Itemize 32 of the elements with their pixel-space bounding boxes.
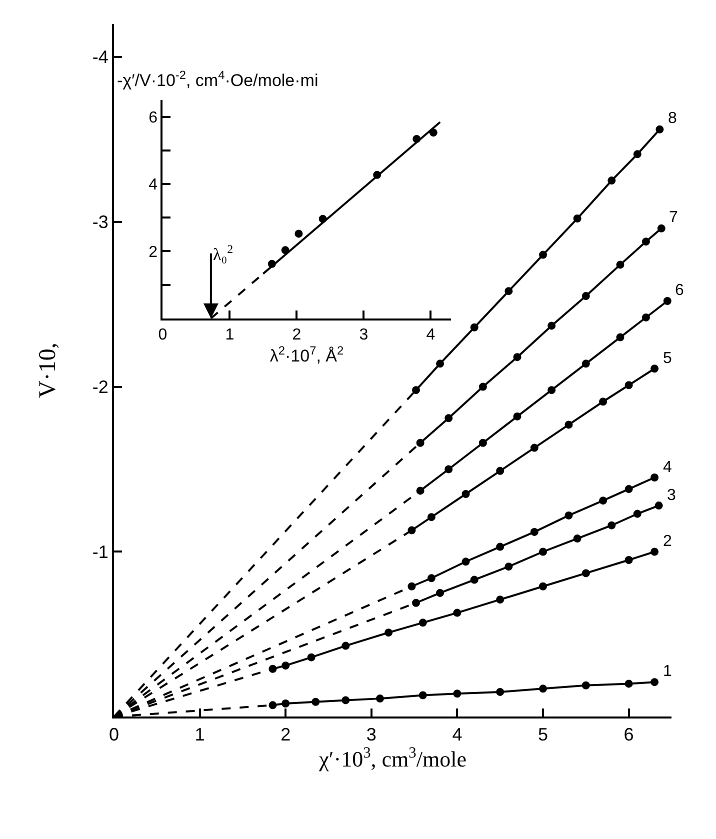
x-axis-title: λ$^{2}$·10$^{7}$, Å$^{2}$ (270, 344, 344, 366)
series-label: 4 (663, 459, 672, 476)
x-tick-label: 6 (624, 724, 634, 744)
y-tick-label: -1 (92, 542, 108, 562)
x-tick-label: 1 (225, 326, 234, 344)
y-axis-title: V·10, (34, 342, 61, 398)
series-label: 1 (663, 663, 672, 680)
y-tick-label: 2 (148, 244, 158, 261)
x-tick-label: 4 (452, 724, 462, 744)
y-axis-title: -χ′/V·10$^{-2}$, cm$^{4}$·Oe/mole·mi (117, 68, 318, 90)
annotation: λ₀$^{2}$ (213, 242, 234, 264)
x-tick-label: 2 (280, 724, 291, 744)
y-tick-label: 6 (148, 109, 158, 126)
x-tick-label: 2 (292, 326, 302, 344)
y-tick-label: -3 (92, 212, 108, 232)
x-tick-label: 1 (194, 724, 205, 744)
y-tick-label: 4 (148, 176, 158, 194)
x-tick-label: 5 (538, 724, 548, 744)
x-tick-label: 4 (426, 326, 436, 344)
x-axis-title: χ′·10$^{3}$, cm$^{3}$/mole (318, 744, 466, 772)
series-label: 3 (667, 487, 676, 504)
x-tick-label: 0 (158, 326, 168, 344)
y-tick-label: -2 (92, 377, 108, 398)
series-label: 2 (663, 533, 672, 550)
x-tick-label: 3 (366, 724, 376, 744)
series-label: 7 (669, 209, 678, 226)
series-label: 8 (668, 110, 677, 127)
x-tick-label: 3 (359, 326, 368, 344)
x-tick-label: 0 (108, 724, 119, 744)
series-label: 5 (663, 350, 672, 367)
series-label: 6 (675, 282, 684, 299)
y-tick-label: -4 (92, 47, 108, 68)
